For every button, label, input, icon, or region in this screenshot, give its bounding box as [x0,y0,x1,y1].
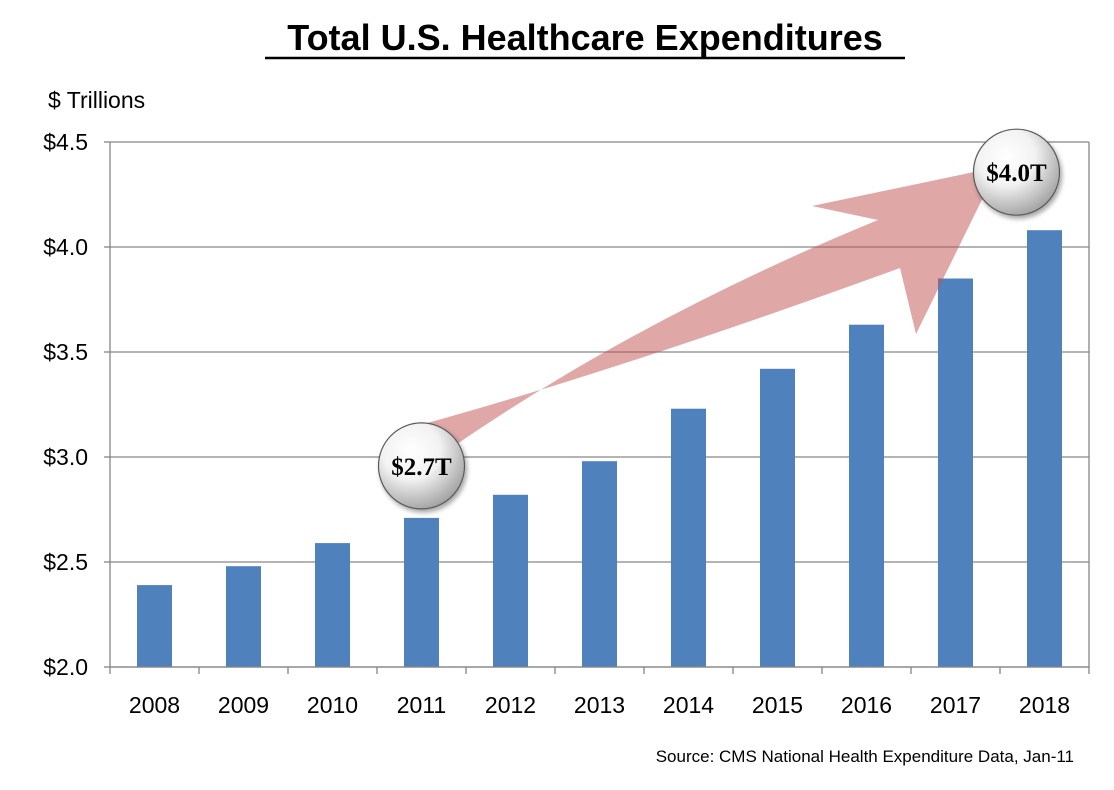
x-tick-label: 2016 [841,692,892,718]
bar-2008 [137,585,172,667]
y-tick-label: $4.5 [43,129,88,155]
y-tick-label: $2.0 [43,654,88,680]
x-tick-label: 2018 [1019,692,1070,718]
callout-bubble [972,128,1061,216]
axes [109,142,1090,674]
x-tick-label: 2015 [752,692,803,718]
bar-2009 [226,566,261,667]
y-tick-labels: $2.0 $2.5 $3.0 $3.5 $4.0 $4.5 [43,129,88,680]
callout-label: $2.7T [391,454,452,481]
y-tick-label: $3.5 [43,339,88,365]
x-tick-labels: 2008 2009 2010 2011 2012 2013 2014 2015 2016 2017… [129,692,1070,718]
x-tick-label: 2009 [218,692,269,718]
callout-2011: $2.7T [377,422,466,510]
bar-2015 [760,368,795,667]
callout-bubble [377,422,466,510]
y-tick-label: $2.5 [43,549,88,575]
y-axis-label: $ Trillions [48,87,145,113]
chart-title: Total U.S. Healthcare Expenditures [287,17,883,58]
x-tick-label: 2014 [663,692,714,718]
bar-2012 [493,494,528,667]
source-note: Source: CMS National Health Expenditure … [656,747,1074,766]
callout-label: $4.0T [986,160,1047,187]
x-tick-label: 2010 [307,692,358,718]
x-tick-label: 2017 [930,692,981,718]
callouts: $2.7T $4.0T [377,128,1061,510]
bar-2011 [404,517,439,667]
growth-arrow [420,167,998,470]
bar-2017 [938,278,973,667]
x-tick-label: 2008 [129,692,180,718]
y-tick-label: $3.0 [43,444,88,470]
x-tick-label: 2013 [574,692,625,718]
y-tick-label: $4.0 [43,234,88,260]
x-tick-label: 2011 [397,692,446,718]
bar-2014 [671,408,706,667]
bar-2010 [315,543,350,667]
callout-2018: $4.0T [972,128,1061,216]
bar-2016 [849,324,884,667]
bar-2018 [1027,230,1062,667]
x-tick-label: 2012 [485,692,536,718]
bar-2013 [582,461,617,667]
bar-series [137,230,1062,667]
